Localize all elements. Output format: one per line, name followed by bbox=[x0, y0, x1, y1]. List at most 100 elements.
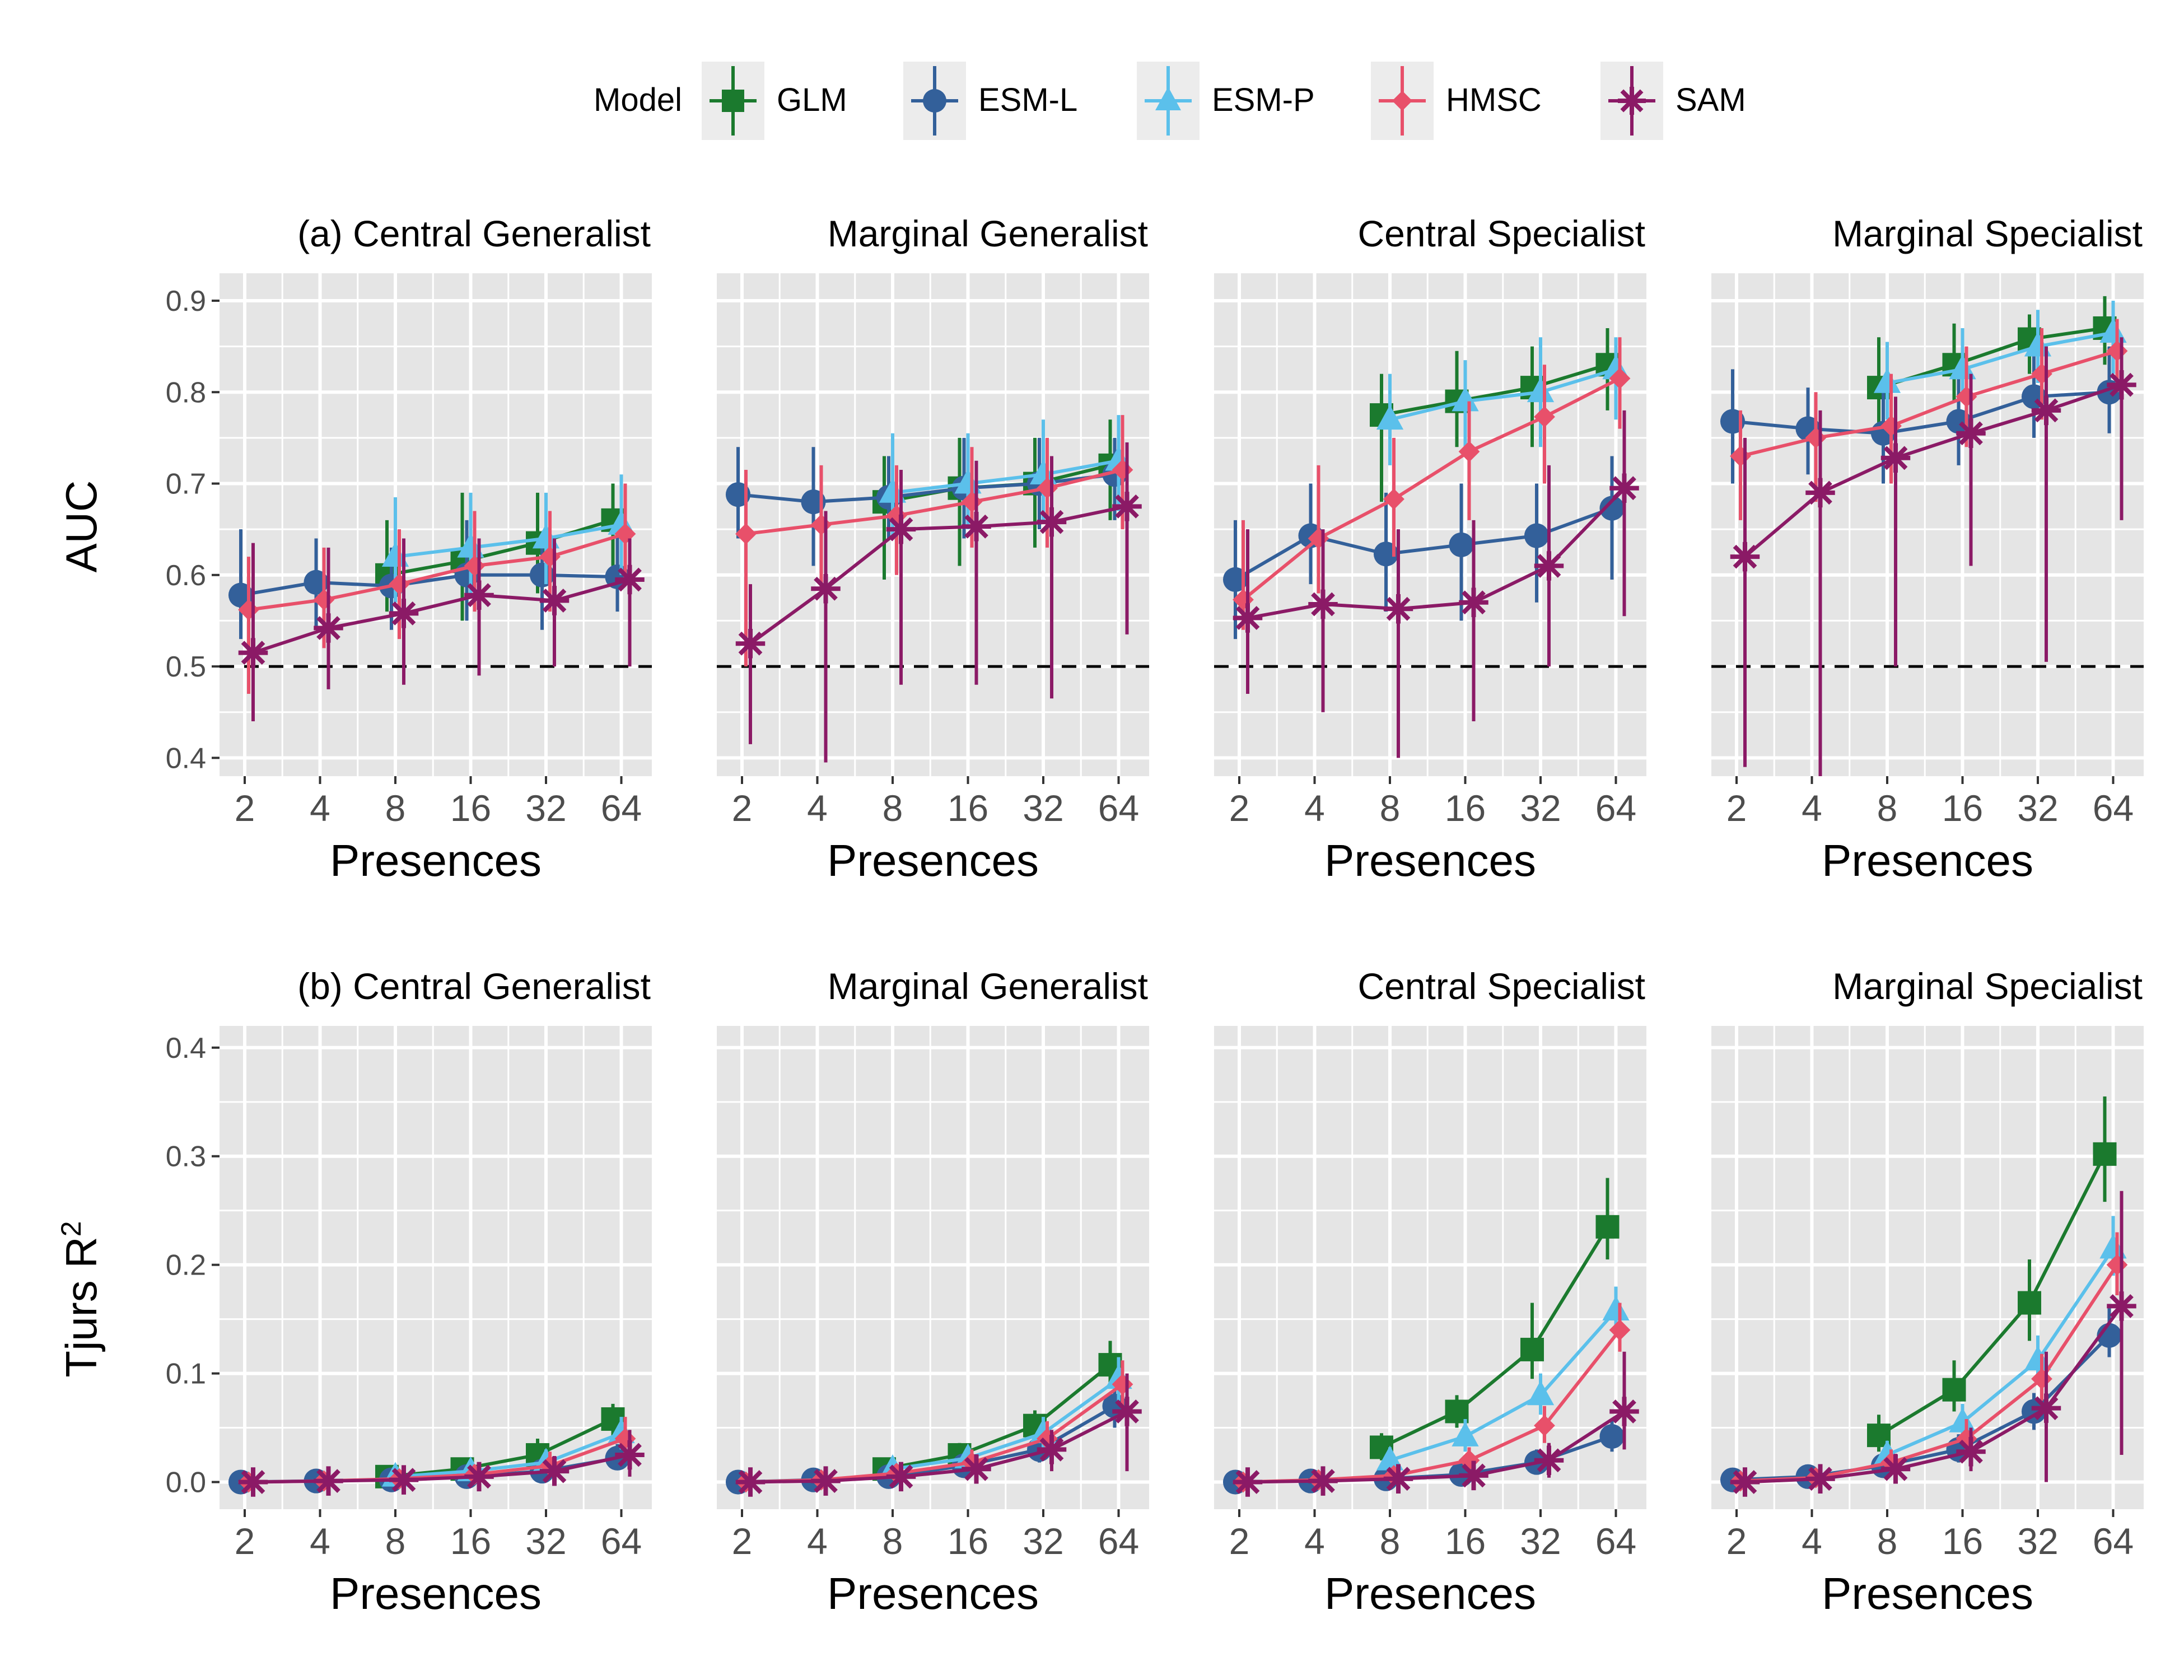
data-point-sam bbox=[539, 1456, 570, 1486]
x-tick-label: 16 bbox=[450, 1520, 491, 1562]
data-point-sam bbox=[2031, 1393, 2061, 1423]
panel-b-marginal-specialist: Marginal Specialist 2 4 8 16 32 64 Presences bbox=[1711, 965, 2144, 1618]
legend-item-glm: GLM bbox=[702, 62, 847, 140]
series-sam bbox=[1233, 1351, 1639, 1497]
series-line-esm-p bbox=[1389, 1309, 1617, 1462]
legend-label-esm-l: ESM-L bbox=[978, 82, 1077, 118]
data-point-esm-p bbox=[1376, 404, 1404, 430]
data-point-sam bbox=[962, 1454, 991, 1484]
data-point-glm bbox=[1520, 1337, 1544, 1361]
x-tick-label: 2 bbox=[235, 787, 255, 829]
series-line-sam bbox=[1744, 383, 2122, 558]
series-line-hmsc bbox=[1740, 349, 2118, 458]
data-point-sam bbox=[389, 599, 419, 628]
data-point-sam bbox=[886, 1462, 916, 1492]
data-point-esm-p bbox=[1527, 377, 1555, 403]
data-point-sam bbox=[1956, 418, 1986, 448]
legend-item-hmsc: HMSC bbox=[1371, 62, 1542, 140]
data-point-hmsc bbox=[1233, 589, 1254, 610]
legend-item-esm-p: ESM-P bbox=[1137, 62, 1315, 140]
x-tick-label: 2 bbox=[1229, 1520, 1250, 1562]
x-tick-label: 4 bbox=[1304, 787, 1325, 829]
data-point-sam bbox=[615, 564, 645, 595]
x-tick-label: 8 bbox=[385, 787, 406, 829]
y-tick-label: 0.9 bbox=[166, 285, 206, 318]
panel-background bbox=[717, 1026, 1149, 1509]
x-tick-label: 8 bbox=[1877, 787, 1898, 829]
legend-title: Model bbox=[594, 82, 682, 118]
data-point-hmsc bbox=[1458, 441, 1480, 463]
x-axis-label: Presences bbox=[1822, 1569, 2033, 1618]
series-line-esm-p bbox=[395, 1431, 622, 1478]
panel-title: Marginal Generalist bbox=[828, 965, 1148, 1007]
x-tick-label: 32 bbox=[525, 787, 566, 829]
x-tick-label: 16 bbox=[1942, 787, 1983, 829]
x-tick-label: 4 bbox=[807, 1520, 828, 1562]
x-tick-label: 4 bbox=[807, 787, 828, 829]
x-tick-label: 32 bbox=[1023, 787, 1063, 829]
x-tick-label: 64 bbox=[1595, 1520, 1636, 1562]
data-point-esm-p bbox=[1452, 1421, 1479, 1446]
series-line-hmsc bbox=[745, 468, 1123, 536]
series-line-esm-p bbox=[395, 523, 622, 559]
x-tick-label: 2 bbox=[1229, 787, 1250, 829]
x-tick-label: 64 bbox=[1595, 787, 1636, 829]
data-point-sam bbox=[1730, 542, 1760, 572]
data-point-sam bbox=[811, 1466, 841, 1496]
data-point-sam bbox=[1308, 589, 1338, 619]
x-tick-label: 64 bbox=[2093, 1520, 2134, 1562]
series-line-hmsc bbox=[248, 532, 626, 612]
data-point-sam bbox=[735, 629, 766, 659]
data-point-sam bbox=[1805, 1464, 1835, 1494]
legend-label-hmsc: HMSC bbox=[1446, 82, 1542, 118]
data-point-esm-p bbox=[1949, 354, 1976, 380]
x-tick-label: 16 bbox=[948, 1520, 988, 1562]
data-point-sam bbox=[886, 514, 916, 544]
series-sam bbox=[1730, 1191, 2136, 1497]
series-glm bbox=[1867, 1096, 2117, 1452]
y-tick-label: 0.0 bbox=[166, 1467, 206, 1499]
data-point-sam bbox=[1956, 1436, 1986, 1467]
x-tick-label: 8 bbox=[1380, 1520, 1401, 1562]
series-layer bbox=[1222, 1178, 1639, 1497]
legend-key-marker-glm bbox=[722, 90, 744, 112]
series-sam bbox=[1730, 337, 2136, 776]
data-point-sam bbox=[1233, 603, 1263, 633]
x-tick-label: 64 bbox=[1098, 1520, 1139, 1562]
series-sam bbox=[735, 1373, 1142, 1497]
y-tick-label: 0.8 bbox=[166, 376, 206, 409]
series-line-esm-p bbox=[1886, 1247, 2115, 1457]
series-sam bbox=[735, 442, 1142, 763]
data-point-sam bbox=[539, 586, 570, 615]
x-tick-label: 8 bbox=[1380, 787, 1401, 829]
y-tick-label: 0.2 bbox=[166, 1249, 206, 1282]
y-tick-label: 0.7 bbox=[166, 468, 206, 501]
x-tick-label: 4 bbox=[310, 1520, 330, 1562]
series-layer bbox=[1720, 296, 2136, 776]
data-point-hmsc bbox=[238, 599, 259, 620]
data-point-sam bbox=[464, 580, 494, 610]
x-tick-label: 8 bbox=[883, 787, 903, 829]
series-line-sam bbox=[253, 578, 631, 655]
legend-label-sam: SAM bbox=[1676, 82, 1746, 118]
panel-a-marginal-specialist: Marginal Specialist 2 4 8 16 32 64 Presences bbox=[1711, 213, 2144, 885]
data-point-esm-l bbox=[1524, 523, 1550, 548]
x-tick-label: 2 bbox=[732, 1520, 753, 1562]
data-point-sam bbox=[2107, 370, 2136, 400]
series-layer bbox=[228, 1403, 645, 1497]
data-point-sam bbox=[1383, 594, 1413, 624]
series-line-glm bbox=[1878, 1153, 2107, 1437]
series-line-glm bbox=[1380, 1226, 1609, 1449]
data-point-hmsc bbox=[1534, 406, 1555, 428]
x-tick-label: 8 bbox=[883, 1520, 903, 1562]
x-tick-label: 16 bbox=[948, 787, 988, 829]
data-point-sam bbox=[1880, 1454, 1911, 1484]
x-tick-label: 16 bbox=[1445, 1520, 1486, 1562]
data-point-hmsc bbox=[1609, 1319, 1631, 1341]
panel-title: (a) Central Generalist bbox=[297, 213, 651, 254]
data-point-sam bbox=[1383, 1464, 1413, 1494]
data-point-esm-l bbox=[1449, 532, 1474, 557]
x-axis-label: Presences bbox=[1324, 1569, 1536, 1618]
series-line-sam bbox=[1247, 487, 1626, 620]
